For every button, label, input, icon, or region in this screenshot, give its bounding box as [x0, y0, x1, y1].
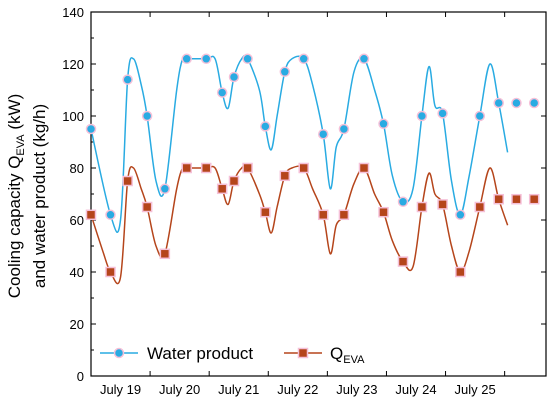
data-point [85, 123, 97, 135]
data-point [200, 162, 212, 174]
legend: Water product QEVA [100, 344, 365, 366]
y-tick-label: 40 [70, 265, 84, 280]
y-tick-label: 20 [70, 317, 84, 332]
data-point [378, 118, 389, 130]
data-point [122, 175, 133, 187]
x-tick-label: July 23 [336, 382, 377, 397]
y-axis-title-subscript: EVA [15, 134, 27, 156]
data-point [378, 206, 389, 218]
legend-marker-water-product [113, 347, 125, 359]
data-point [159, 183, 171, 195]
y-tick-label: 140 [62, 5, 84, 20]
data-point [279, 66, 291, 78]
data-point [455, 266, 466, 278]
data-point [474, 201, 486, 213]
data-point [511, 193, 522, 205]
series-layer [85, 53, 540, 285]
y-axis-title-main: Cooling capacity Q [5, 156, 24, 299]
x-tick-label: July 20 [159, 382, 200, 397]
y-tick-label: 80 [70, 161, 84, 176]
data-point [298, 53, 309, 65]
data-point [317, 209, 329, 221]
data-point [358, 162, 370, 174]
data-point [338, 123, 350, 135]
legend-label-q-eva-main: Q [330, 344, 343, 363]
data-point [474, 110, 486, 122]
data-point [105, 209, 116, 221]
data-point [397, 196, 409, 208]
y-axis-title: Cooling capacity QEVA (kW) [5, 94, 27, 298]
data-point [105, 266, 116, 278]
data-point [437, 108, 448, 119]
y-tick-label: 100 [62, 109, 84, 124]
data-point [279, 170, 291, 182]
data-point [317, 128, 329, 140]
series-line [90, 54, 509, 234]
y-tick-label: 60 [70, 213, 84, 228]
data-point [493, 193, 504, 205]
data-point [528, 97, 540, 109]
data-point [242, 162, 253, 174]
data-point [260, 121, 271, 132]
data-point [493, 97, 504, 109]
y-axis-title-unit: (kW) [5, 94, 24, 135]
data-point [455, 209, 466, 221]
legend-label-q-eva-subscript: EVA [343, 354, 365, 366]
data-point [141, 110, 153, 122]
x-tick-label: July 22 [277, 382, 318, 397]
x-tick-label: July 24 [395, 382, 436, 397]
series-line [90, 164, 509, 285]
data-point [528, 193, 540, 205]
data-point [397, 256, 409, 267]
data-point [228, 175, 240, 187]
data-point [416, 110, 428, 122]
x-tick-label: July 25 [454, 382, 495, 397]
data-point [228, 71, 240, 83]
data-point [358, 53, 370, 65]
data-point [216, 183, 228, 195]
y-tick-label: 120 [62, 57, 84, 72]
data-point [242, 53, 253, 65]
data-point [216, 87, 228, 98]
legend-marker-q-eva [297, 347, 309, 359]
data-point [200, 53, 212, 65]
y-axis-title-line2: and water product (kg/h) [30, 104, 49, 288]
y-tick-label: 0 [77, 369, 84, 384]
y-axis: 0 20 40 60 80 100 120 140 [62, 5, 546, 384]
data-point [141, 201, 153, 213]
data-point [181, 53, 192, 65]
data-point [338, 209, 350, 221]
data-point [260, 206, 271, 218]
data-point [85, 209, 97, 221]
data-point [437, 199, 448, 210]
legend-label-q-eva: QEVA [330, 344, 365, 366]
x-tick-label: July 21 [218, 382, 259, 397]
data-point [181, 162, 192, 174]
data-point [159, 248, 171, 260]
data-point [298, 162, 309, 174]
x-axis: July 19 July 20 July 21 July 22 July 23 July … [90, 12, 506, 397]
data-point [416, 201, 428, 213]
x-tick-label: July 19 [100, 382, 141, 397]
data-point [511, 97, 522, 109]
data-point [122, 74, 133, 85]
legend-label-water-product: Water product [147, 344, 253, 363]
